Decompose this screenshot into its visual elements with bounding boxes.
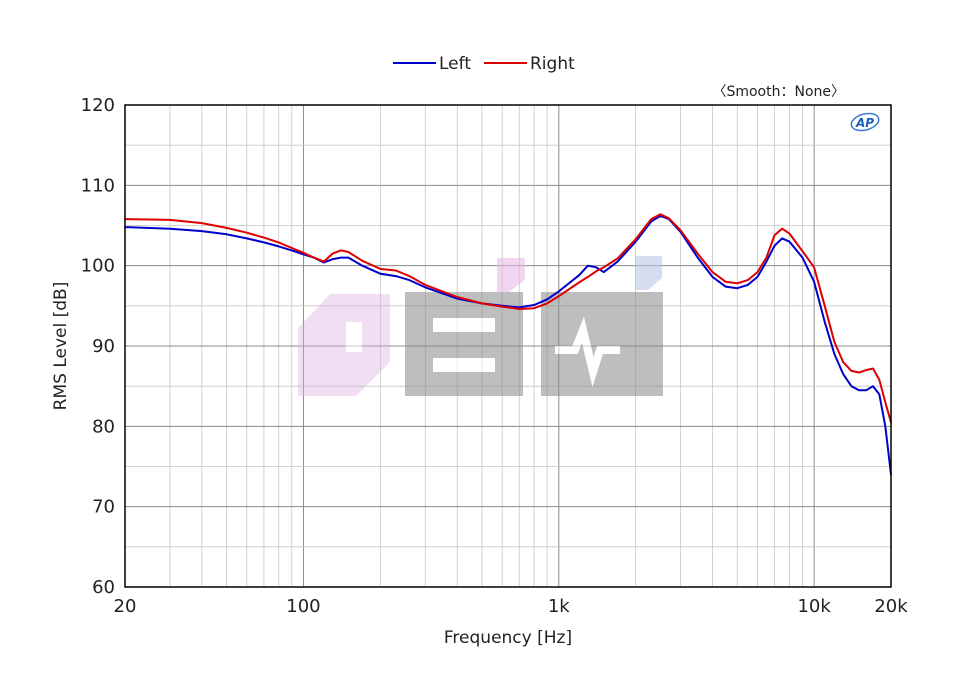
y-tick-label: 60 — [92, 577, 115, 598]
legend-label-right: Right — [530, 54, 575, 74]
x-tick-label: 1k — [548, 596, 570, 617]
y-tick-label: 120 — [81, 95, 115, 116]
x-tick-label: 100 — [286, 596, 320, 617]
watermark-logo — [298, 256, 663, 396]
y-axis-label: RMS Level [dB] — [51, 282, 71, 411]
y-tick-label: 90 — [92, 336, 115, 357]
x-axis-label: Frequency [Hz] — [444, 628, 572, 648]
legend: Left Right — [393, 54, 575, 74]
x-tick-label: 10k — [797, 596, 831, 617]
y-tick-label: 100 — [81, 256, 115, 277]
ap-logo-text: AP — [855, 116, 874, 130]
x-tick-label: 20k — [874, 596, 908, 617]
x-tick-label: 20 — [114, 596, 137, 617]
y-tick-label: 110 — [81, 175, 115, 196]
y-tick-label: 70 — [92, 497, 115, 518]
y-tick-label: 80 — [92, 416, 115, 437]
smoothing-annotation: 〈Smooth：None〉 — [712, 84, 845, 100]
ap-logo-icon: AP — [849, 111, 880, 134]
legend-label-left: Left — [439, 54, 471, 74]
